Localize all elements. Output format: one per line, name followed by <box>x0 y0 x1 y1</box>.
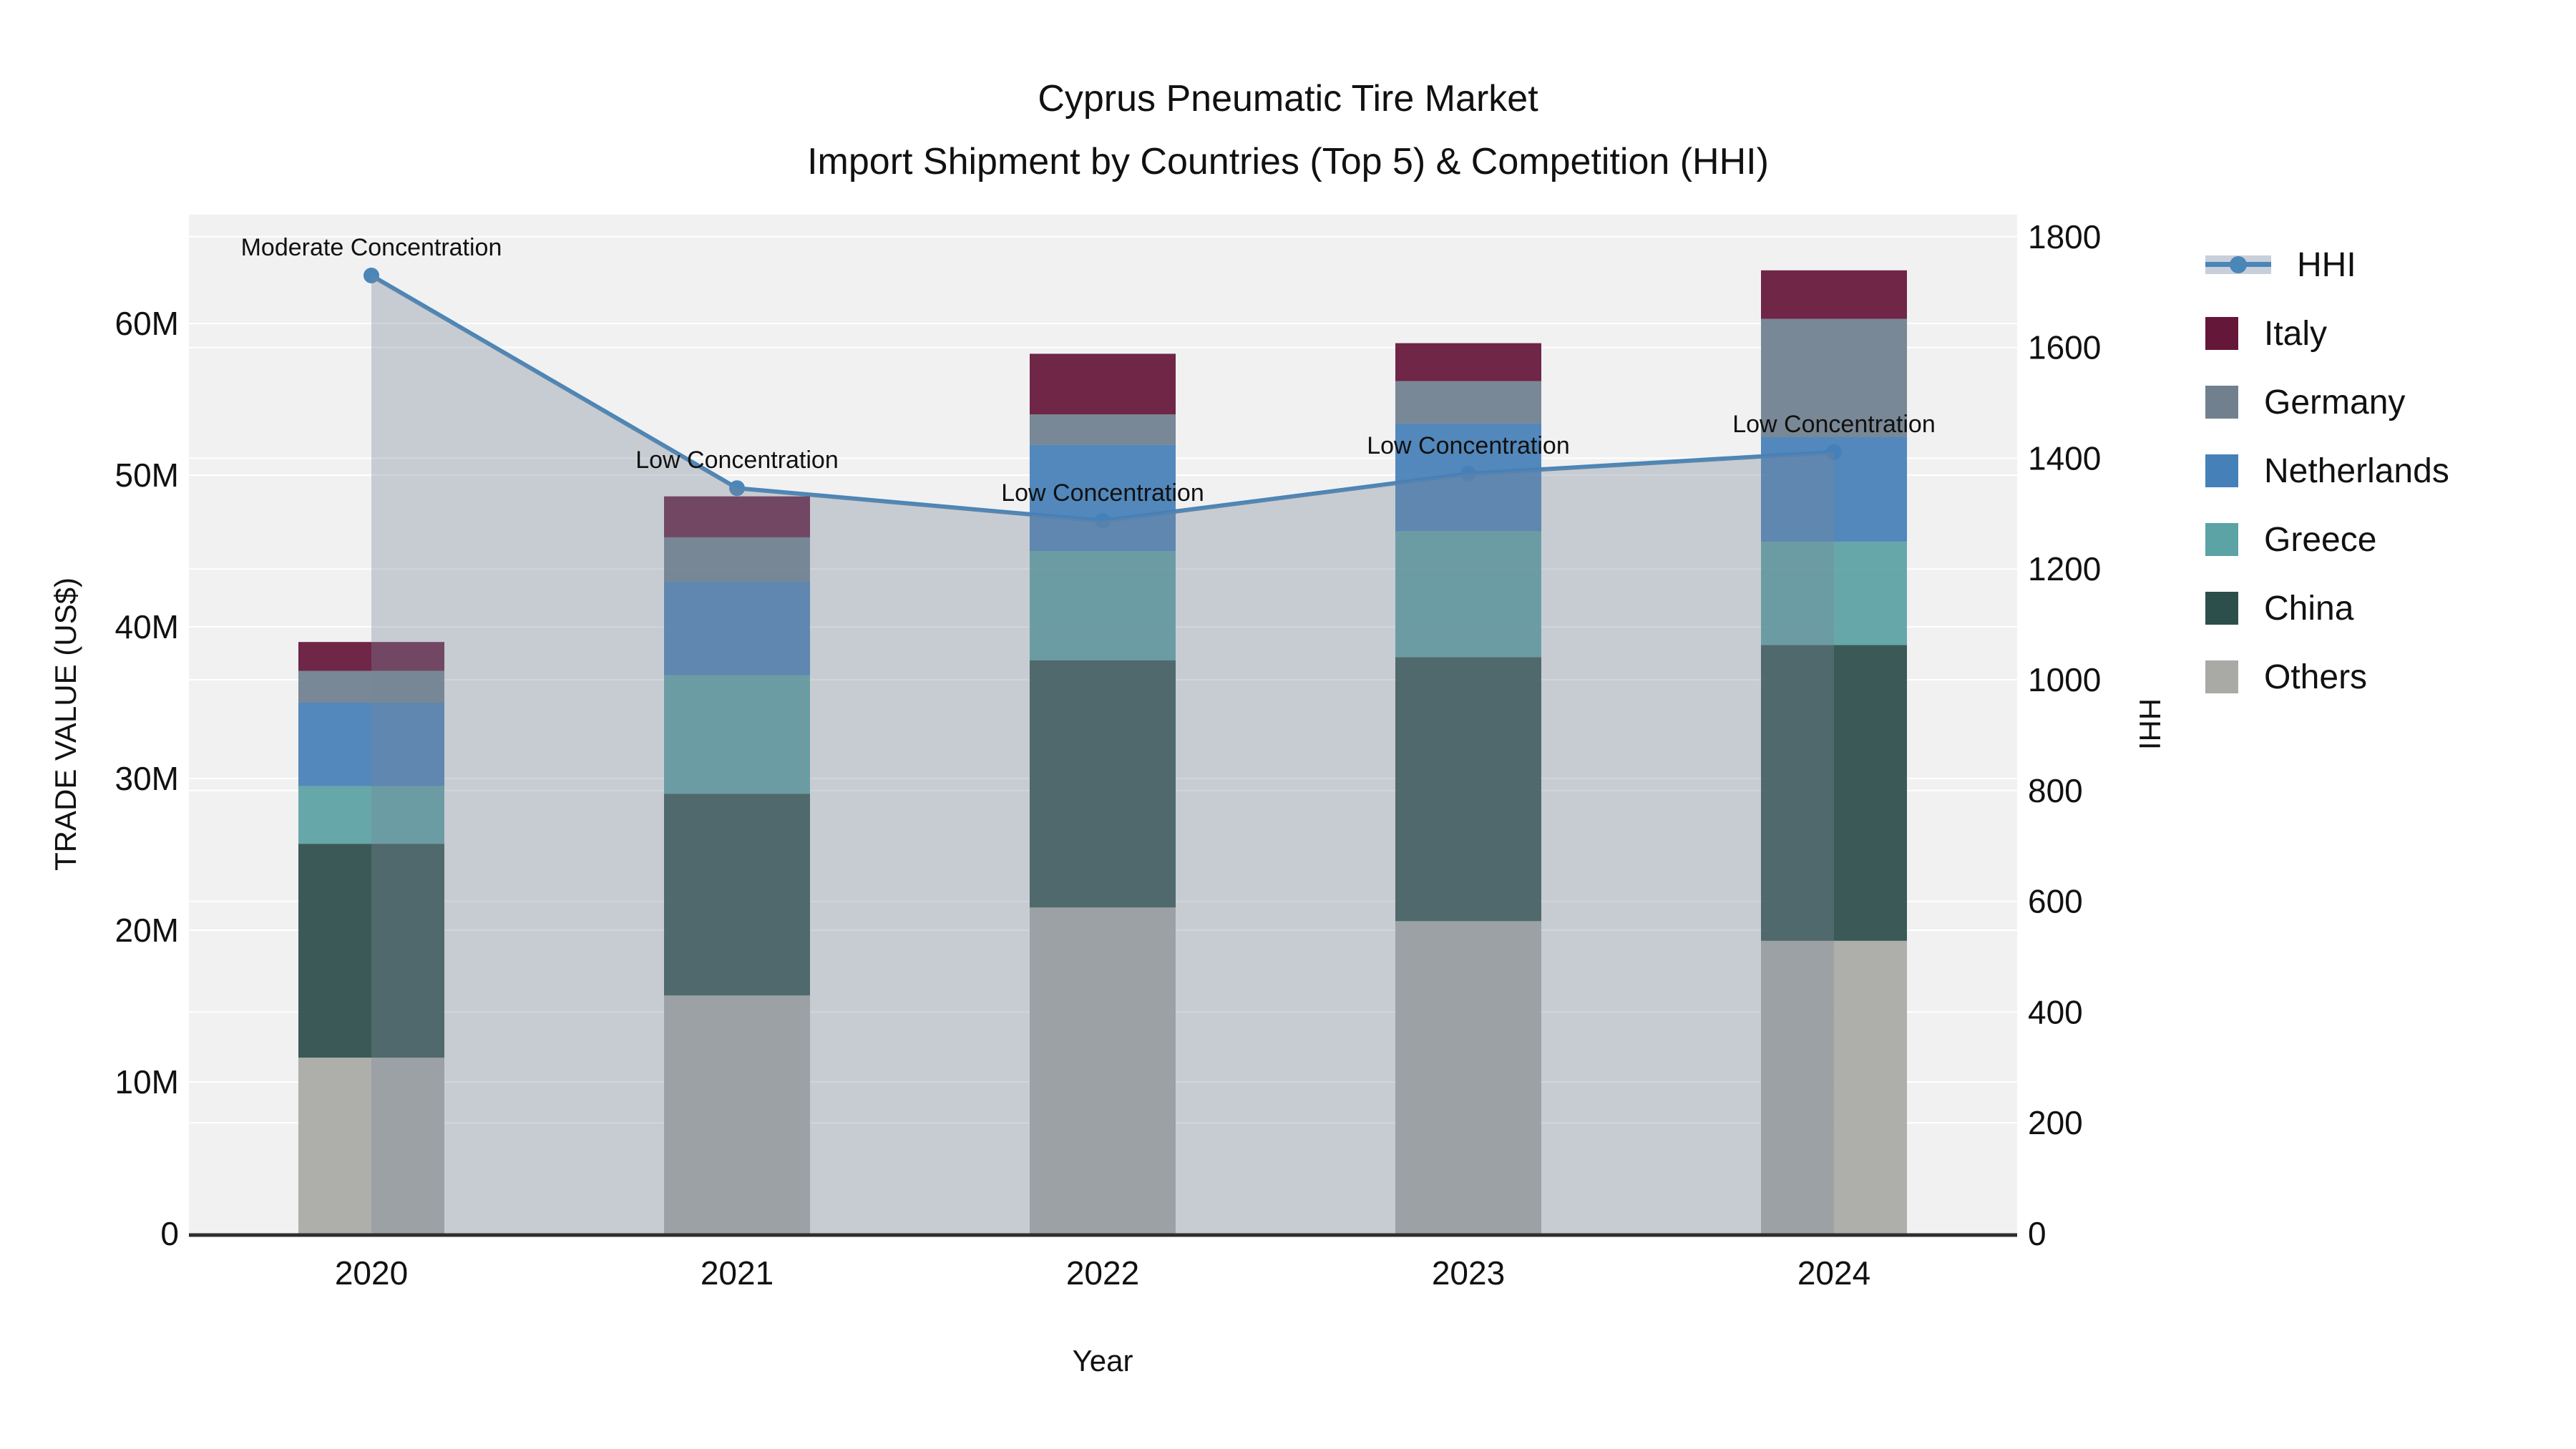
bar-segment-germany-2024[interactable] <box>1761 318 1907 437</box>
y-left-tick: 0 <box>160 1215 179 1252</box>
y-right-tick: 200 <box>2028 1104 2083 1141</box>
bar-segment-others-2023[interactable] <box>1395 921 1541 1234</box>
hhi-marker[interactable] <box>729 480 745 497</box>
bar-segment-netherlands-2022[interactable] <box>1030 444 1176 551</box>
y-left-axis-title: TRADE VALUE (US$) <box>49 577 82 871</box>
legend-item-china[interactable]: China <box>2205 574 2449 643</box>
bar-segment-china-2022[interactable] <box>1030 660 1176 908</box>
bar-segment-italy-2021[interactable] <box>664 496 810 537</box>
bar-segment-china-2020[interactable] <box>298 844 444 1058</box>
y-right-tick: 0 <box>2028 1215 2046 1252</box>
y-right-tick: 1600 <box>2028 329 2101 366</box>
greece-swatch-icon <box>2205 523 2238 556</box>
hhi-area <box>371 275 1834 1234</box>
legend-item-germany[interactable]: Germany <box>2205 368 2449 436</box>
legend-item-others[interactable]: Others <box>2205 643 2449 711</box>
italy-swatch-icon <box>2205 317 2238 350</box>
germany-swatch-icon <box>2205 386 2238 419</box>
bar-segment-greece-2022[interactable] <box>1030 551 1176 660</box>
y-right-tick: 1200 <box>2028 550 2101 587</box>
bar-segment-italy-2020[interactable] <box>298 642 444 671</box>
annotation-4: Low Concentration <box>1732 411 1936 438</box>
bar-segment-germany-2020[interactable] <box>298 670 444 703</box>
bar-segment-greece-2023[interactable] <box>1395 531 1541 658</box>
y-left-tick: 10M <box>115 1063 179 1101</box>
bar-segment-greece-2021[interactable] <box>664 675 810 794</box>
y-right-tick: 1400 <box>2028 439 2101 477</box>
netherlands-swatch-icon <box>2205 454 2238 487</box>
bar-segment-italy-2024[interactable] <box>1761 270 1907 319</box>
bar-segment-italy-2023[interactable] <box>1395 343 1541 381</box>
x-axis-title: Year <box>1072 1344 1133 1377</box>
annotation-0: Moderate Concentration <box>241 234 502 261</box>
legend-item-hhi[interactable]: HHI <box>2205 230 2449 299</box>
bar-segment-germany-2022[interactable] <box>1030 414 1176 445</box>
bar-segment-china-2023[interactable] <box>1395 657 1541 922</box>
annotation-3: Low Concentration <box>1367 432 1570 459</box>
annotation-2: Low Concentration <box>1001 479 1204 507</box>
bar-segment-others-2020[interactable] <box>298 1058 444 1234</box>
hhi-marker[interactable] <box>364 267 379 283</box>
bar-segment-netherlands-2023[interactable] <box>1395 423 1541 532</box>
x-tick: 2022 <box>1066 1254 1139 1292</box>
bar-segment-greece-2024[interactable] <box>1761 542 1907 645</box>
x-tick: 2020 <box>335 1254 408 1292</box>
bar-segment-germany-2021[interactable] <box>664 537 810 582</box>
bar-segment-netherlands-2021[interactable] <box>664 581 810 675</box>
x-tick: 2023 <box>1432 1254 1505 1292</box>
annotation-1: Low Concentration <box>635 447 839 474</box>
x-tick: 2024 <box>1797 1254 1870 1292</box>
bar-segment-others-2024[interactable] <box>1761 940 1907 1234</box>
legend-item-netherlands[interactable]: Netherlands <box>2205 436 2449 505</box>
y-left-tick: 40M <box>115 608 179 645</box>
y-left-tick: 50M <box>115 457 179 494</box>
bar-segment-greece-2020[interactable] <box>298 786 444 844</box>
china-swatch-icon <box>2205 592 2238 625</box>
y-right-tick: 400 <box>2028 993 2083 1030</box>
x-tick: 2021 <box>701 1254 774 1292</box>
chart-subtitle: Import Shipment by Countries (Top 5) & C… <box>807 141 1769 182</box>
others-swatch-icon <box>2205 660 2238 693</box>
bar-segment-others-2021[interactable] <box>664 995 810 1234</box>
legend-item-italy[interactable]: Italy <box>2205 299 2449 368</box>
y-left-tick: 20M <box>115 912 179 949</box>
bar-segment-china-2024[interactable] <box>1761 645 1907 941</box>
y-right-tick: 1000 <box>2028 661 2101 698</box>
bar-segment-others-2022[interactable] <box>1030 907 1176 1234</box>
y-right-tick: 1800 <box>2028 218 2101 255</box>
hhi-line-icon <box>2205 255 2271 274</box>
y-left-tick: 60M <box>115 305 179 342</box>
bar-segment-china-2021[interactable] <box>664 794 810 996</box>
bar-segment-netherlands-2020[interactable] <box>298 703 444 786</box>
bar-segment-italy-2022[interactable] <box>1030 353 1176 415</box>
y-right-tick: 600 <box>2028 883 2083 920</box>
legend-item-greece[interactable]: Greece <box>2205 505 2449 574</box>
y-right-tick: 800 <box>2028 772 2083 809</box>
y-left-tick: 30M <box>115 760 179 797</box>
chart-title: Cyprus Pneumatic Tire Market <box>1038 78 1538 119</box>
y-right-axis-title: HHI <box>2133 698 2167 751</box>
bar-segment-germany-2023[interactable] <box>1395 381 1541 424</box>
bar-segment-netherlands-2024[interactable] <box>1761 437 1907 542</box>
legend: HHI Italy Germany Netherlands Greece Chi… <box>2205 230 2449 711</box>
